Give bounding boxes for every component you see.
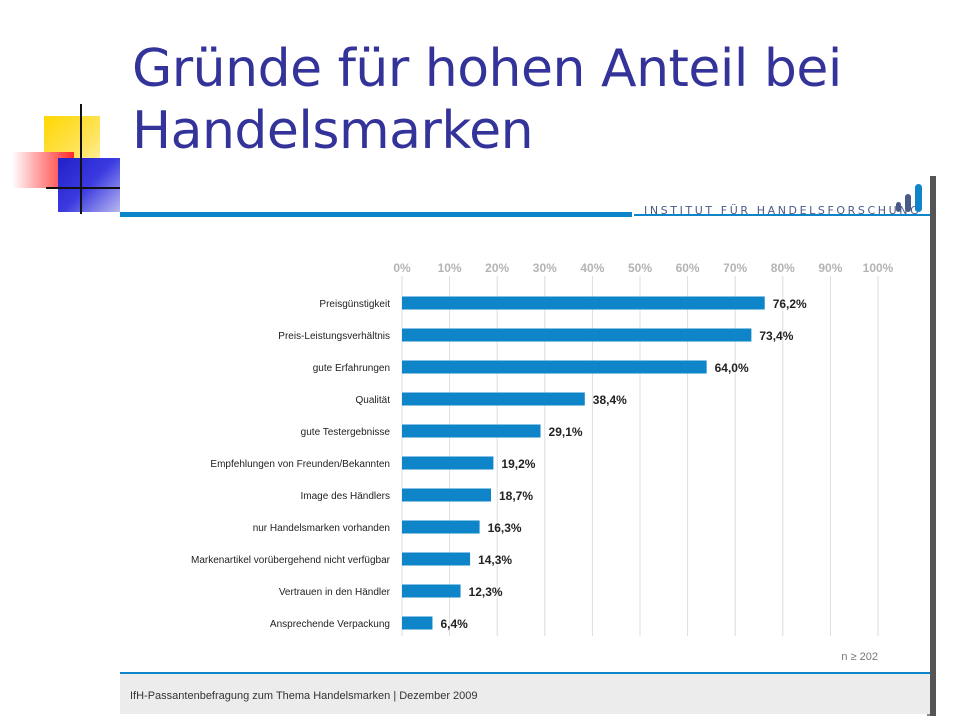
bar — [402, 424, 541, 438]
value-label: 16,3% — [488, 521, 522, 535]
chart-panel: INSTITUT FÜR HANDELSFORSCHUNG 0% 10% 20% 30… — [120, 176, 930, 714]
x-tick-label: 90% — [818, 261, 842, 275]
bar — [402, 488, 492, 502]
bar — [402, 328, 752, 342]
value-label: 18,7% — [499, 489, 533, 503]
value-label: 14,3% — [478, 553, 512, 567]
x-tick-label: 40% — [580, 261, 604, 275]
value-label-layer: 76,2% 73,4% 64,0% 38,4% 29,1% 19,2% 18,7% 16,3%… — [440, 297, 807, 631]
category-label: Preis-Leistungsverhältnis — [278, 331, 390, 342]
bar — [402, 392, 585, 406]
x-tick-label: 20% — [485, 261, 509, 275]
x-tick-label: 70% — [723, 261, 747, 275]
category-label-layer: Preisgünstigkeit Preis-Leistungsverhältni… — [191, 299, 391, 630]
category-label: gute Testergebnisse — [301, 427, 391, 438]
decor-blue-square — [58, 158, 120, 212]
header-rule-thin — [634, 214, 930, 216]
value-label: 73,4% — [759, 329, 793, 343]
category-label: Markenartikel vorübergehend nicht verfüg… — [191, 555, 391, 566]
category-label: Preisgünstigkeit — [319, 299, 390, 310]
bar — [402, 616, 433, 630]
x-tick-label: 50% — [628, 261, 652, 275]
bar — [402, 360, 707, 374]
category-label: Ansprechende Verpackung — [270, 619, 390, 630]
value-label: 6,4% — [440, 617, 468, 631]
footer-text: IfH-Passantenbefragung zum Thema Handels… — [130, 690, 478, 702]
bar — [402, 584, 461, 598]
x-tick-label: 80% — [771, 261, 795, 275]
panel-shadow — [928, 176, 936, 716]
bar — [402, 296, 765, 310]
value-label: 29,1% — [549, 425, 583, 439]
institute-logo-icon — [896, 184, 922, 212]
x-tick-label: 60% — [676, 261, 700, 275]
value-label: 12,3% — [469, 585, 503, 599]
category-label: nur Handelsmarken vorhanden — [253, 523, 390, 534]
x-tick-label: 0% — [393, 261, 411, 275]
x-tick-label: 30% — [533, 261, 557, 275]
bar-chart: 0% 10% 20% 30% 40% 50% 60% 70% 80% 90% 100% Preisg… — [191, 261, 894, 663]
bar-layer — [402, 296, 765, 630]
decor-horizontal-line — [46, 187, 122, 189]
footer-bar: IfH-Passantenbefragung zum Thema Handels… — [120, 672, 930, 714]
value-label: 64,0% — [715, 361, 749, 375]
slide-title: Gründe für hohen Anteil bei Handelsmarke… — [132, 39, 842, 161]
tick-label-layer: 0% 10% 20% 30% 40% 50% 60% 70% 80% 90% 100% — [393, 261, 893, 275]
category-label: gute Erfahrungen — [313, 363, 390, 374]
x-tick-label: 100% — [863, 261, 894, 275]
bar — [402, 552, 471, 566]
category-label: Vertrauen in den Händler — [279, 587, 391, 598]
value-label: 38,4% — [593, 393, 627, 407]
x-tick-label: 10% — [438, 261, 462, 275]
category-label: Empfehlungen von Freunden/Bekannten — [210, 459, 390, 470]
category-label: Image des Händlers — [301, 491, 391, 502]
bar — [402, 520, 480, 534]
value-label: 76,2% — [773, 297, 807, 311]
institute-name: INSTITUT FÜR HANDELSFORSCHUNG — [644, 204, 922, 217]
decor-vertical-line — [80, 104, 82, 214]
category-label: Qualität — [356, 395, 391, 406]
bar — [402, 456, 494, 470]
sample-size-note: n ≥ 202 — [841, 651, 878, 663]
value-label: 19,2% — [501, 457, 535, 471]
header-rule — [120, 212, 632, 217]
